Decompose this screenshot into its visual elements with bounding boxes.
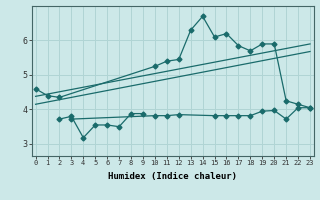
X-axis label: Humidex (Indice chaleur): Humidex (Indice chaleur) — [108, 172, 237, 181]
